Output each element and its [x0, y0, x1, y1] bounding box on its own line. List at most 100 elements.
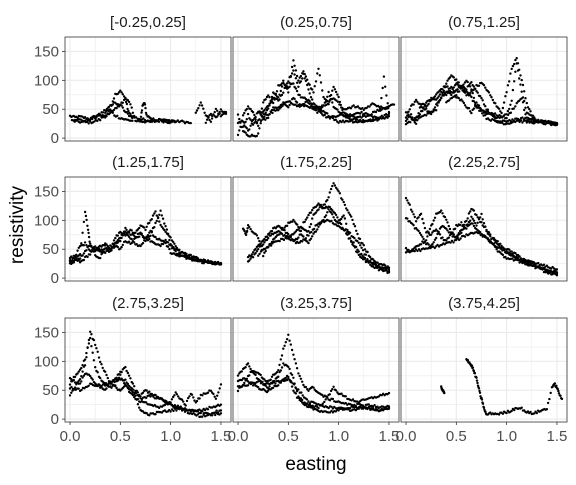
data-point: [490, 96, 493, 99]
data-point: [209, 112, 213, 116]
data-point: [298, 374, 301, 378]
data-point: [447, 236, 450, 239]
data-point: [198, 104, 201, 107]
data-point: [520, 78, 523, 82]
data-point: [311, 404, 314, 407]
data-point: [342, 200, 345, 204]
data-point: [479, 216, 482, 219]
data-point: [343, 203, 347, 207]
data-point: [306, 216, 309, 219]
y-tick-label: 50: [42, 382, 59, 399]
data-points: [68, 89, 228, 125]
data-point: [192, 412, 195, 415]
data-point: [409, 113, 413, 116]
data-point: [486, 110, 490, 113]
y-tick-label: 0: [51, 130, 59, 147]
data-point: [382, 266, 385, 270]
data-point: [353, 236, 356, 240]
data-point: [404, 116, 408, 119]
data-point: [290, 373, 294, 376]
data-point: [121, 101, 125, 105]
data-point: [431, 222, 434, 226]
data-point: [148, 237, 151, 241]
data-point: [119, 373, 122, 376]
data-point: [154, 235, 157, 239]
data-point: [331, 116, 335, 120]
data-point: [267, 116, 270, 120]
facet-strip-label: (0.25,0.75]: [280, 14, 352, 31]
data-point: [293, 64, 296, 68]
data-point: [122, 232, 126, 236]
data-point: [295, 81, 299, 85]
data-point: [301, 77, 304, 80]
data-point: [336, 216, 339, 219]
data-point: [206, 391, 210, 394]
data-point: [164, 241, 167, 245]
data-point: [90, 376, 93, 380]
data-point: [131, 116, 134, 120]
data-point: [515, 62, 518, 65]
data-point: [369, 259, 372, 263]
data-point: [341, 119, 345, 122]
data-point: [365, 106, 368, 110]
data-point: [80, 380, 83, 383]
data-point: [101, 366, 104, 370]
data-point: [506, 109, 510, 113]
data-point: [492, 242, 495, 245]
data-point: [511, 257, 514, 260]
data-point: [342, 214, 345, 217]
data-point: [150, 218, 153, 221]
data-point: [83, 241, 87, 244]
data-point: [417, 117, 420, 120]
data-point: [99, 113, 102, 116]
panel-border: [232, 36, 400, 142]
data-point: [337, 121, 340, 125]
data-point: [427, 243, 430, 246]
data-point: [509, 111, 513, 114]
data-point: [472, 369, 476, 373]
data-point: [326, 95, 329, 99]
data-point: [449, 241, 452, 244]
data-point: [172, 240, 175, 244]
data-point: [273, 98, 276, 101]
data-point: [477, 84, 481, 88]
data-point: [106, 376, 110, 380]
data-point: [91, 378, 94, 381]
x-tick-label: 1.5: [379, 428, 400, 445]
data-point: [145, 225, 148, 228]
data-point: [263, 115, 266, 119]
data-point: [284, 341, 287, 344]
data-point: [85, 249, 88, 252]
data-point: [445, 239, 448, 242]
data-point: [544, 123, 547, 126]
data-point: [191, 408, 194, 411]
data-point: [441, 88, 444, 91]
data-point: [422, 106, 425, 109]
data-point: [105, 247, 108, 250]
data-point: [87, 342, 91, 345]
data-point: [412, 118, 415, 122]
data-point: [115, 106, 118, 110]
data-point: [416, 100, 419, 104]
data-point: [159, 244, 162, 248]
data-point: [145, 113, 148, 116]
data-point: [350, 119, 353, 122]
data-point: [99, 376, 102, 380]
data-point: [481, 218, 484, 221]
data-point: [529, 410, 532, 414]
data-point: [472, 85, 476, 88]
data-point: [318, 74, 321, 77]
data-point: [523, 90, 526, 93]
data-point: [504, 95, 507, 98]
data-point: [501, 253, 505, 257]
data-point: [324, 214, 328, 217]
data-point: [287, 80, 290, 83]
data-point: [290, 72, 294, 75]
data-point: [280, 226, 284, 230]
data-point: [481, 99, 484, 102]
data-point: [187, 396, 190, 400]
data-point: [153, 212, 156, 215]
data-point: [321, 402, 324, 405]
